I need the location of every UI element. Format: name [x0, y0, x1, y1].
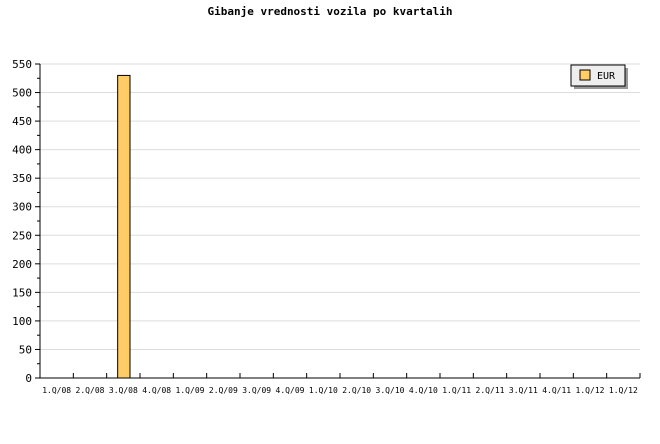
x-tick-label: 3.Q/09	[242, 386, 271, 395]
x-tick-label: 1.Q/10	[309, 386, 338, 395]
bar	[117, 74, 131, 379]
y-tick-label: 50	[19, 343, 32, 356]
x-tick-label: 1.Q/08	[42, 386, 71, 395]
x-tick-label: 4.Q/08	[142, 386, 171, 395]
x-tick-label: 2.Q/08	[76, 386, 105, 395]
x-tick-label: 1.Q/12	[609, 386, 638, 395]
y-tick-label: 250	[12, 229, 32, 242]
x-tick-label: 4.Q/10	[409, 386, 438, 395]
y-tick-label: 300	[12, 201, 32, 214]
y-tick-label: 500	[12, 87, 32, 100]
x-tick-label: 2.Q/10	[342, 386, 371, 395]
y-tick-label: 350	[12, 172, 32, 185]
y-tick-label: 150	[12, 286, 32, 299]
x-tick-label: 1.Q/09	[176, 386, 205, 395]
y-tick-label: 0	[25, 372, 32, 385]
x-tick-label: 1.Q/12	[576, 386, 605, 395]
y-tick-label: 100	[12, 315, 32, 328]
legend-label: EUR	[597, 71, 616, 82]
x-tick-label: 3.Q/10	[376, 386, 405, 395]
x-tick-label: 3.Q/08	[109, 386, 138, 395]
x-tick-label: 2.Q/09	[209, 386, 238, 395]
y-tick-label: 450	[12, 115, 32, 128]
x-tick-label: 1.Q/11	[442, 386, 471, 395]
y-tick-label: 400	[12, 144, 32, 157]
legend-swatch	[579, 69, 591, 81]
chart-title: Gibanje vrednosti vozila po kvartalih	[207, 5, 452, 18]
x-tick-label: 2.Q/11	[476, 386, 505, 395]
y-tick-label: 550	[12, 58, 32, 71]
y-tick-label: 200	[12, 258, 32, 271]
x-tick-label: 4.Q/11	[542, 386, 571, 395]
legend: EUR	[570, 64, 628, 89]
x-tick-label: 4.Q/09	[276, 386, 305, 395]
x-tick-label: 3.Q/11	[509, 386, 538, 395]
